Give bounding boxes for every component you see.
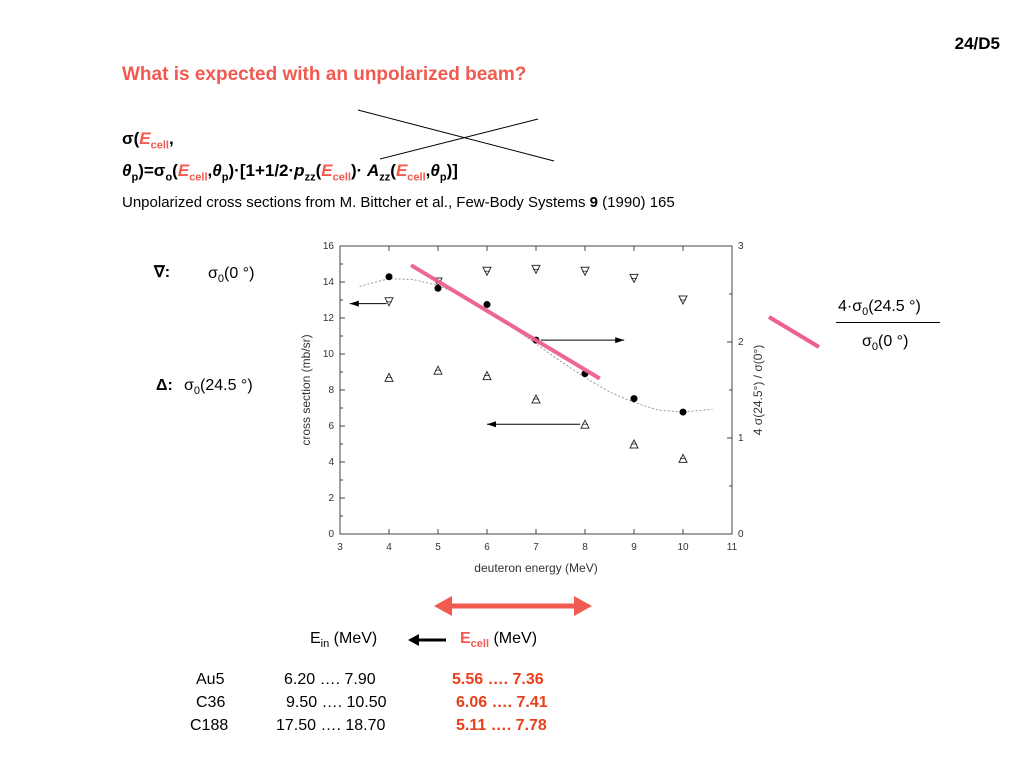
y2-tick-label: 0 — [738, 529, 744, 540]
table-cell-target: C36 — [196, 694, 226, 711]
x-tick-label: 11 — [727, 542, 738, 553]
y2-tick-label: 3 — [738, 241, 744, 252]
ratio-marker — [767, 315, 821, 349]
slide-heading: What is expected with an unpolarized bea… — [122, 64, 527, 85]
ratio-point — [483, 301, 491, 309]
table-cell-ecell: 5.56 …. 7.36 — [452, 671, 544, 688]
x-tick-label: 8 — [582, 542, 588, 553]
ratio-numerator: 4·σ0(24.5 °) — [838, 298, 921, 319]
left-axis-arrow-head — [349, 300, 359, 307]
x-tick-label: 7 — [533, 542, 539, 553]
y-tick-label: 14 — [323, 277, 335, 288]
x-tick-label: 5 — [435, 542, 441, 553]
ratio-denominator: σ0(0 °) — [862, 333, 909, 354]
plot-frame — [339, 245, 733, 535]
y2-tick-label: 1 — [738, 433, 744, 444]
double-arrow-icon — [434, 596, 592, 616]
table-cell-target: Au5 — [196, 671, 225, 688]
fit-curve — [359, 278, 713, 413]
ratio-point — [434, 284, 442, 292]
page-number: 24/D5 — [954, 34, 1000, 53]
e-cell-label: Ecell (MeV) — [460, 630, 538, 651]
x-axis-label: deuteron energy (MeV) — [474, 561, 597, 575]
table-cell-target: C188 — [190, 717, 229, 734]
table-cell-ein: 9.50 …. 10.50 — [286, 694, 387, 711]
y2-tick-label: 2 — [738, 337, 744, 348]
x-tick-label: 6 — [484, 542, 490, 553]
legend-down-triangle-symbol: ∇: — [154, 264, 171, 281]
table-cell-ein: 6.20 …. 7.90 — [284, 671, 376, 688]
table-cell-ein: 17.50 …. 18.70 — [276, 717, 386, 734]
y-tick-label: 10 — [323, 349, 335, 360]
legend-up-triangle-symbol: Δ: — [156, 377, 173, 394]
y2-axis-label: 4 σ(24.5°) / σ(0°) — [751, 345, 765, 435]
ratio-point — [630, 395, 638, 403]
legend-down-triangle-label: σ0(0 °) — [208, 265, 255, 286]
table-cell-ecell: 5.11 …. 7.78 — [456, 717, 547, 734]
formula-line-2: θp)=σo(Ecell,θp)·[1+1/2·pzz(Ecell)· Azz(… — [122, 161, 458, 184]
formula: σ(Ecell, θp)=σo(Ecell,θp)·[1+1/2·pzz(Ece… — [122, 126, 458, 191]
y-tick-label: 16 — [323, 241, 335, 252]
y-axis-label: cross section (mb/sr) — [299, 334, 313, 445]
y-tick-label: 12 — [323, 313, 335, 324]
table-cell-ecell: 6.06 …. 7.41 — [456, 694, 548, 711]
y-tick-label: 0 — [328, 529, 334, 540]
x-tick-label: 3 — [337, 542, 343, 553]
e-in-label: Ein (MeV) — [310, 630, 378, 651]
right-axis-arrow-head — [615, 337, 625, 344]
fraction-bar — [836, 322, 940, 323]
legend-up-triangle-label: σ0(24.5 °) — [184, 377, 253, 398]
y-tick-label: 8 — [328, 385, 334, 396]
left-axis-arrow-lower-head — [487, 421, 496, 428]
ratio-point — [679, 408, 687, 416]
pink-trend-line — [410, 263, 601, 381]
source-citation: Unpolarized cross sections from M. Bittc… — [122, 194, 675, 211]
x-tick-label: 4 — [386, 542, 392, 553]
left-arrow-icon — [408, 634, 446, 646]
x-tick-label: 9 — [631, 542, 637, 553]
ratio-point — [385, 273, 393, 281]
formula-line-1: σ(Ecell, — [122, 129, 174, 152]
x-tick-label: 10 — [677, 542, 689, 553]
strike-lines — [357, 109, 555, 162]
y-tick-label: 6 — [328, 421, 334, 432]
y-tick-label: 2 — [328, 493, 334, 504]
y-tick-label: 4 — [328, 457, 334, 468]
